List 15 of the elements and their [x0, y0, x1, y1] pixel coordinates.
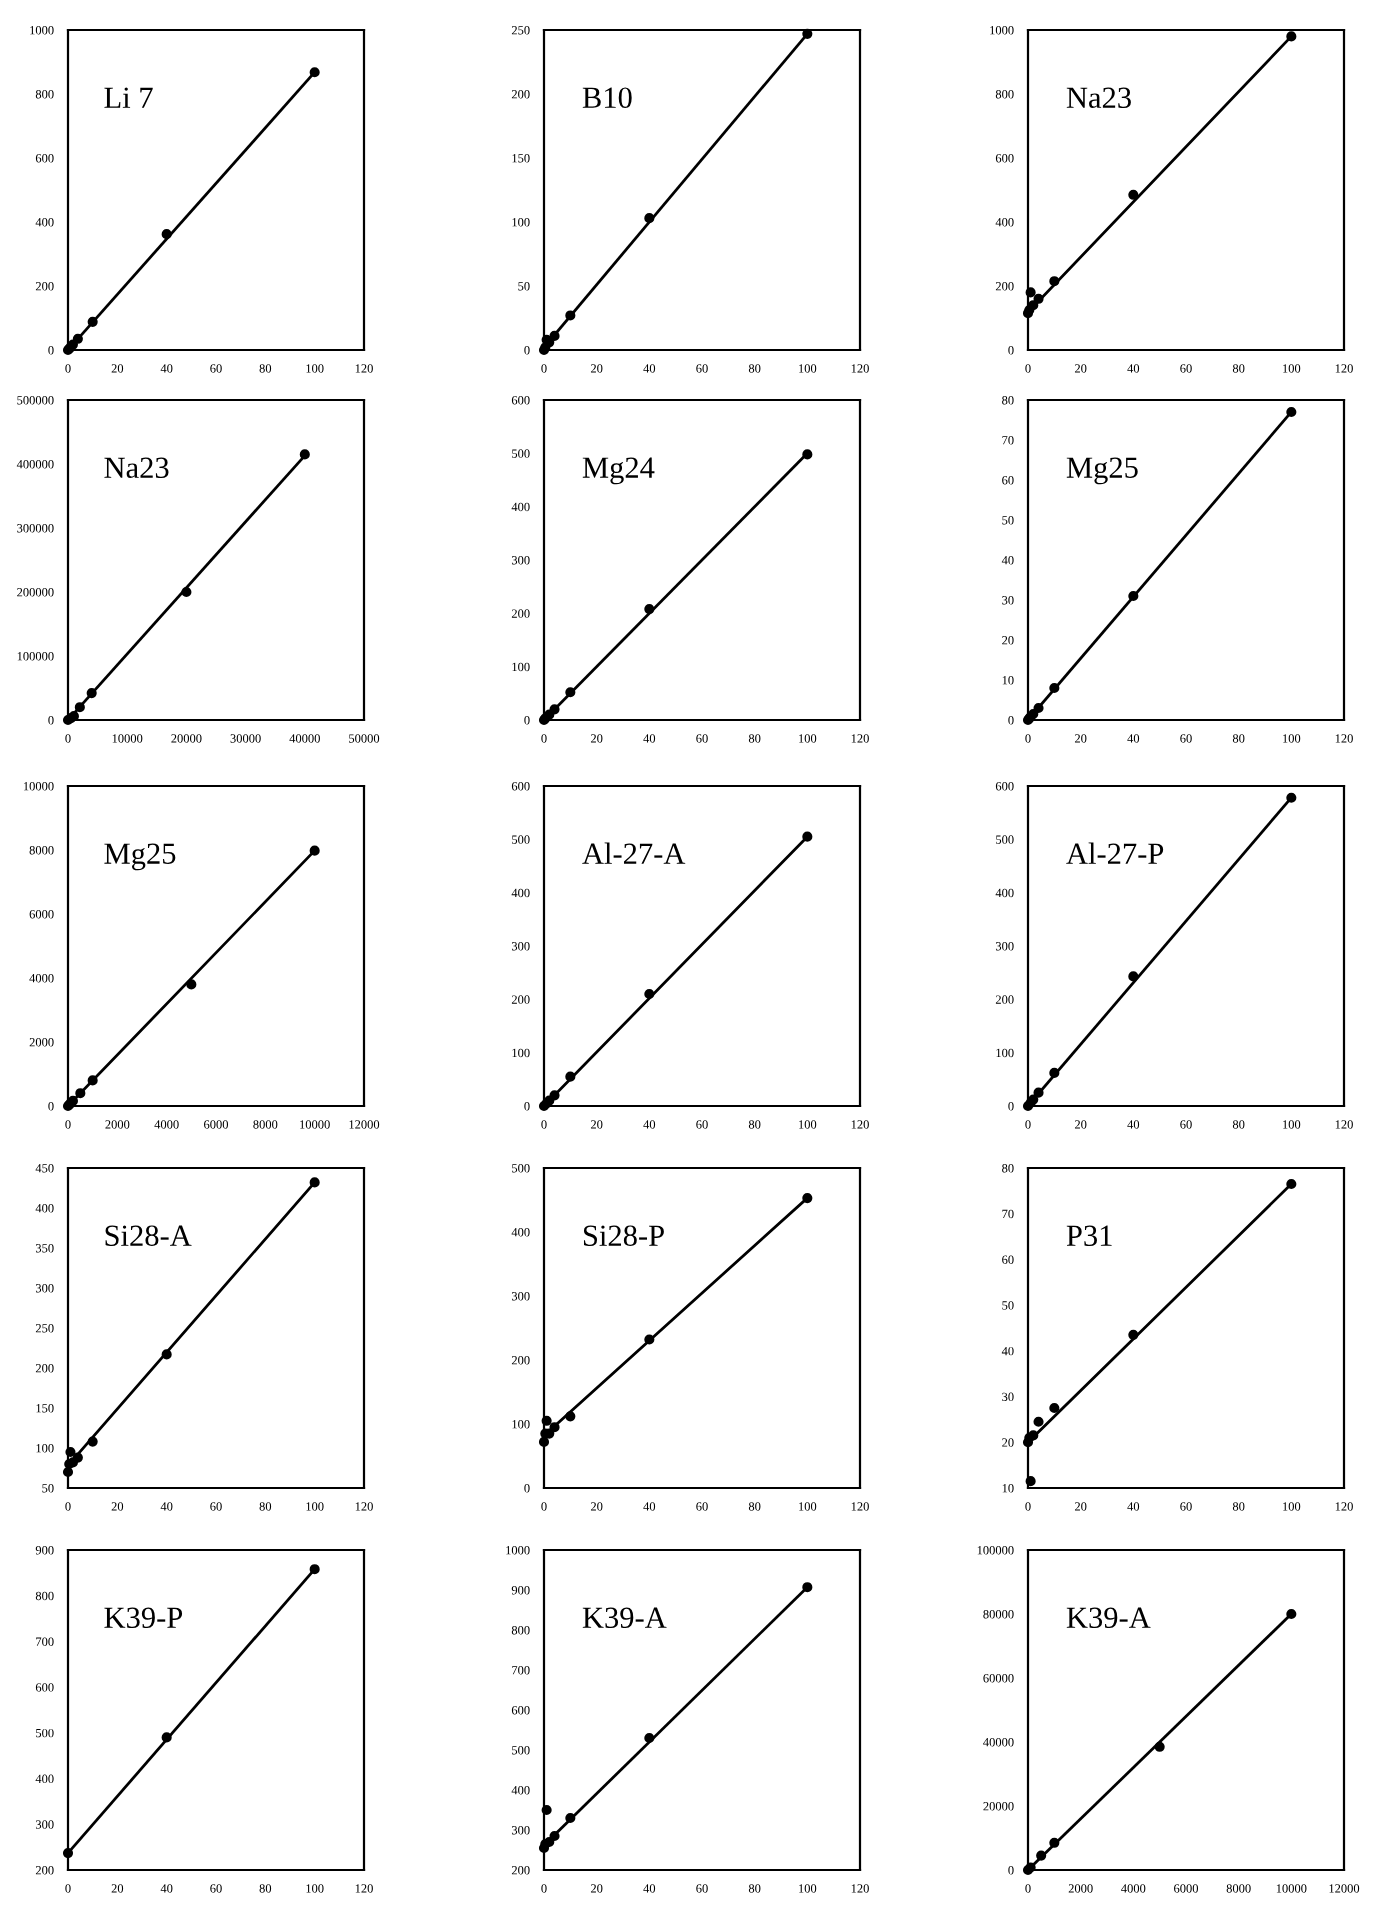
- text: K39-A: [582, 1607, 667, 1629]
- text: Al-27-P: [1066, 842, 1164, 864]
- text: Al-27-A: [582, 842, 686, 864]
- text: Na23: [104, 457, 169, 479]
- text: Na23: [1066, 87, 1131, 109]
- text: P31: [1066, 1225, 1112, 1247]
- text: Li 7: [104, 87, 153, 108]
- text: B10: [582, 87, 632, 109]
- text: Mg25: [104, 843, 176, 871]
- text: K39-P: [104, 1607, 183, 1629]
- text: Mg25: [1066, 457, 1138, 485]
- text: Mg24: [582, 457, 655, 485]
- text: Si28-A: [105, 1225, 192, 1247]
- text: Si28-P: [583, 1225, 664, 1247]
- text: K39-A: [1066, 1607, 1151, 1629]
